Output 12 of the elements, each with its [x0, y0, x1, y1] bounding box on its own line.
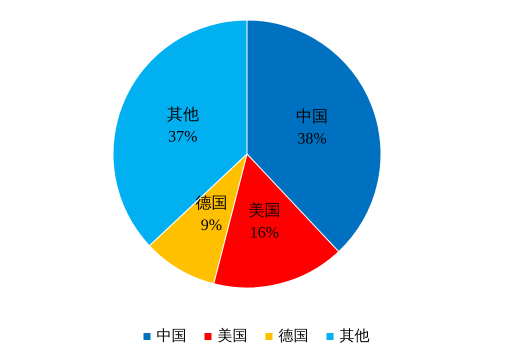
data-label: 9% [200, 216, 222, 234]
data-label: 37% [168, 128, 198, 146]
slice-label: 其他 [166, 106, 199, 124]
data-label: 38% [297, 130, 327, 148]
slice-label: 德国 [195, 194, 228, 212]
data-label: 16% [250, 224, 280, 242]
legend-label: 中国 [156, 328, 186, 344]
legend-label: 美国 [218, 328, 248, 344]
legend-label: 其他 [340, 328, 370, 344]
slice-label: 美国 [248, 201, 280, 220]
legend-label: 德国 [278, 328, 308, 344]
slice-label: 中国 [296, 108, 328, 126]
